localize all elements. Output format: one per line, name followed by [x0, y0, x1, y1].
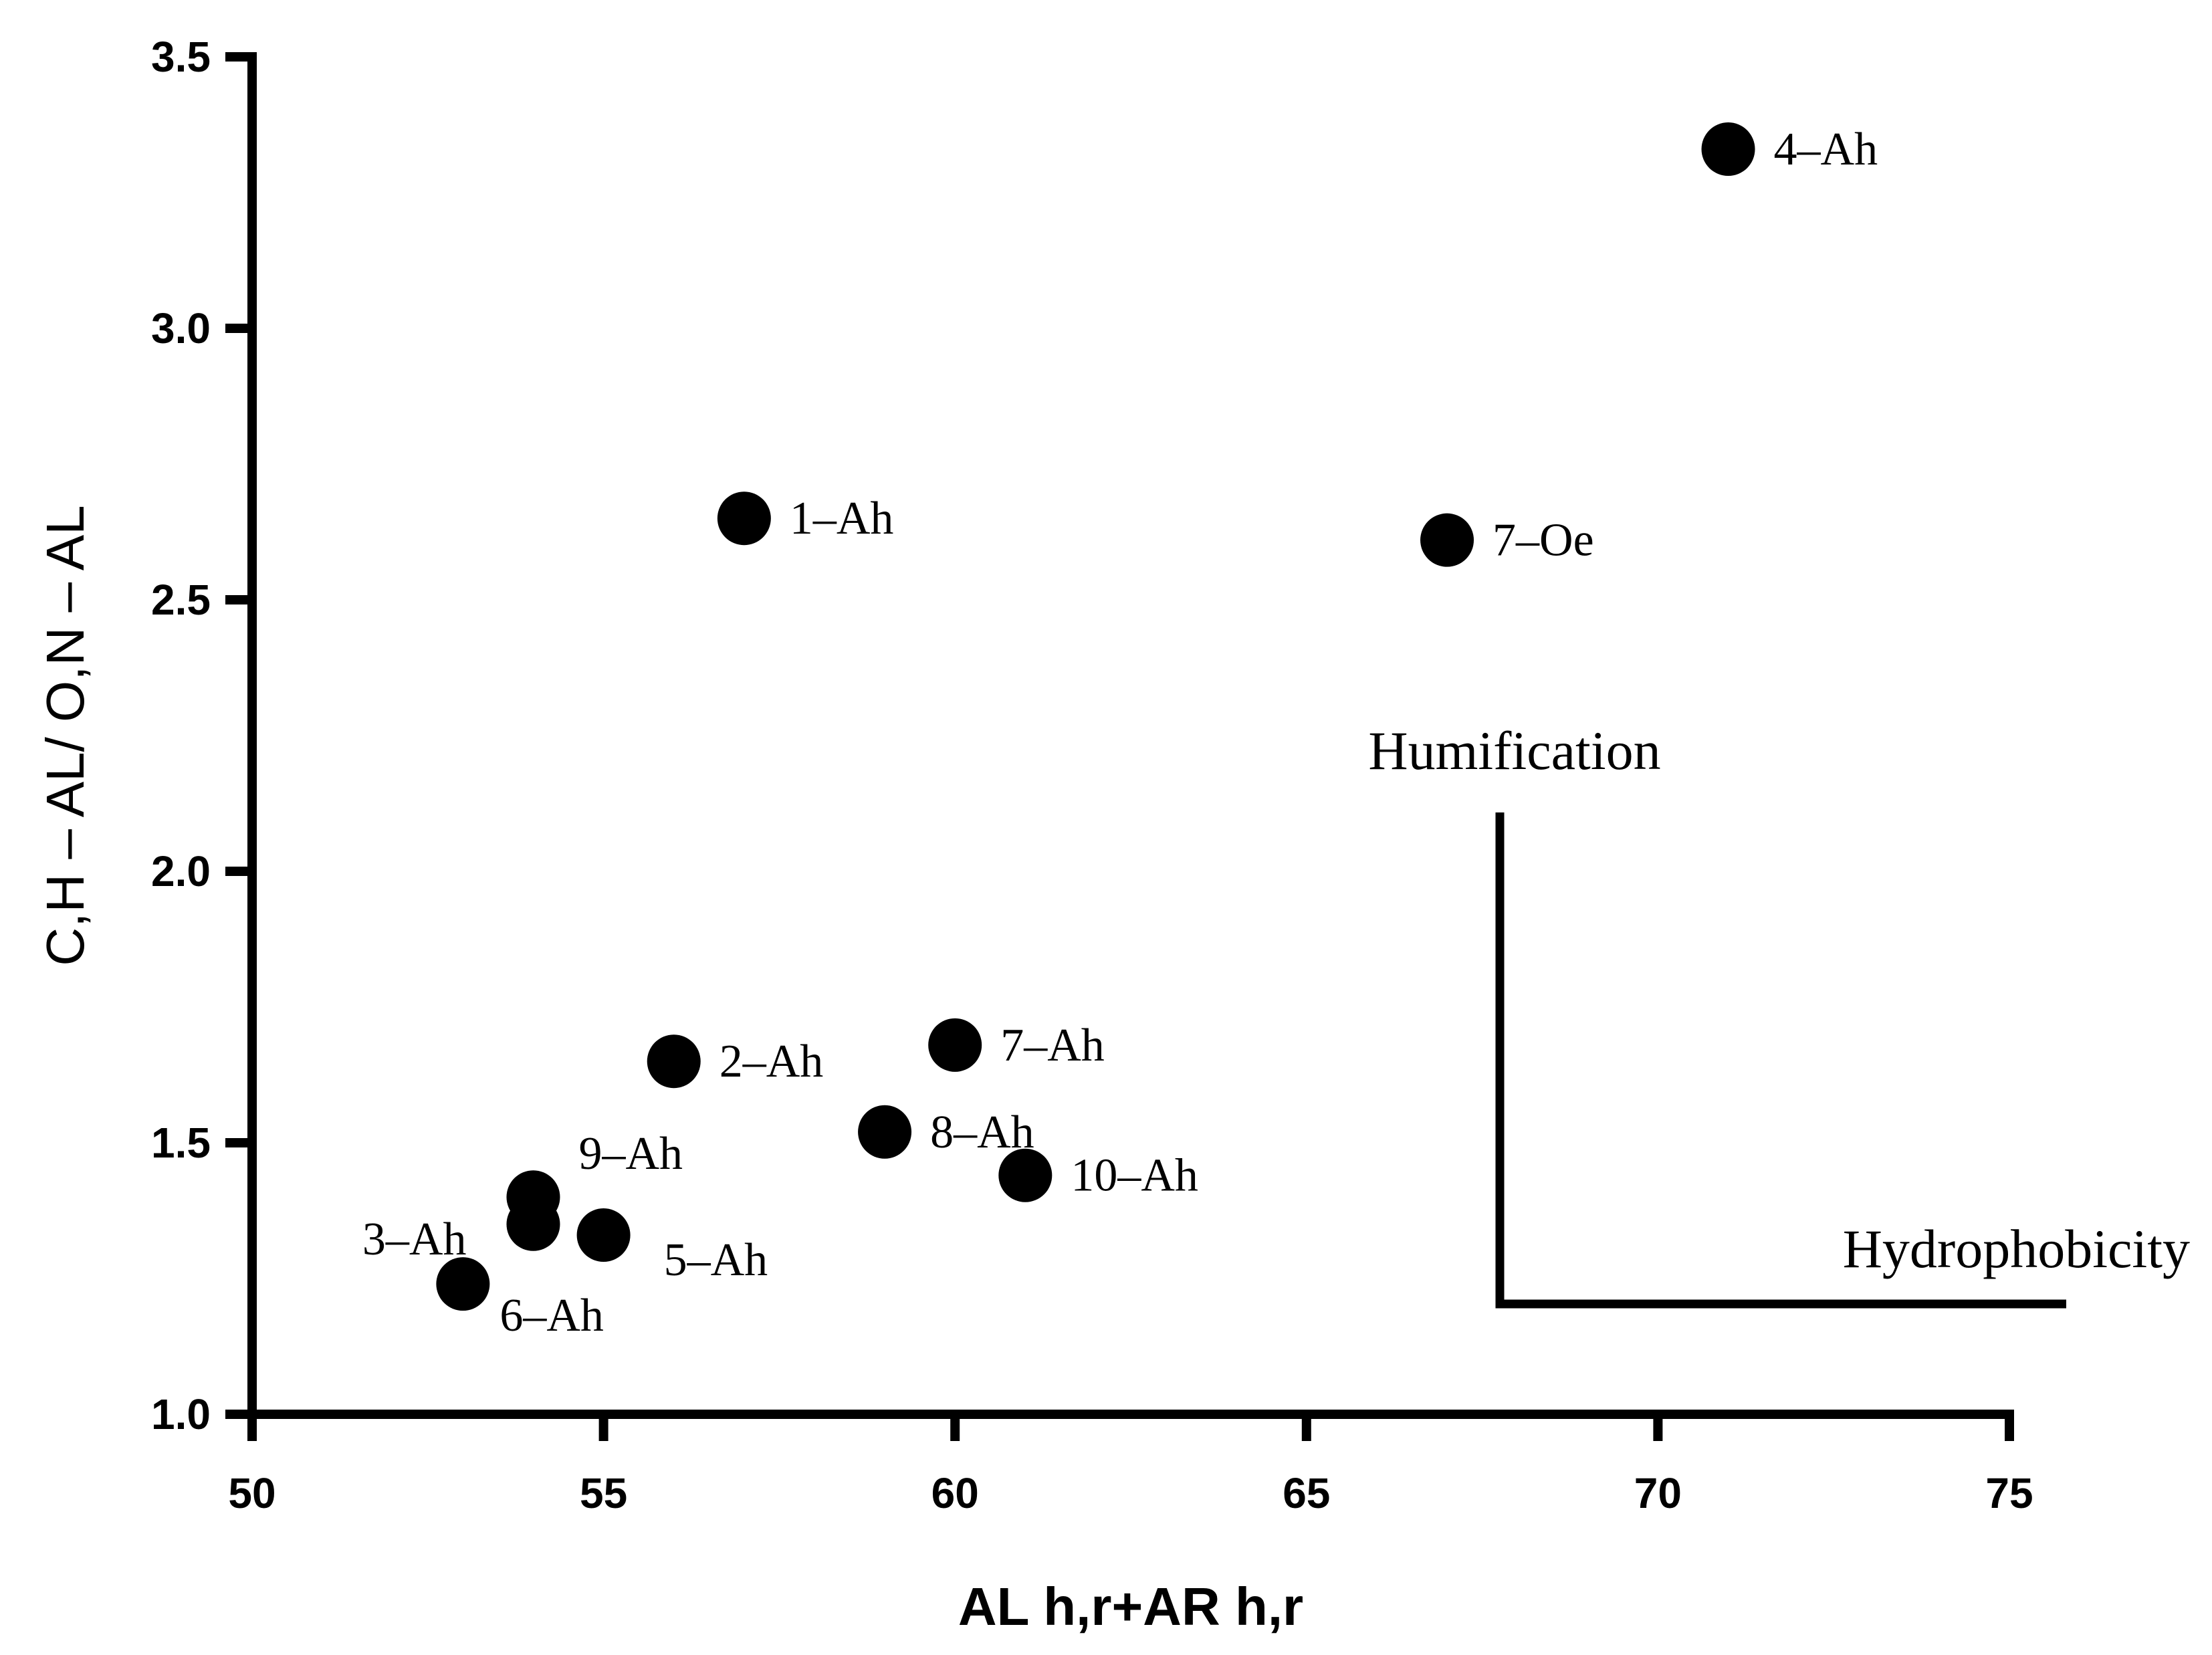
- hydrophobicity-label: Hydrophobicity: [1843, 1218, 2190, 1279]
- y-tick-label: 3.5: [151, 33, 211, 81]
- data-point: [998, 1148, 1053, 1202]
- x-tick-label: 50: [228, 1469, 275, 1517]
- point-label: 8–Ah: [930, 1107, 1034, 1158]
- x-tick-label: 65: [1283, 1469, 1330, 1517]
- data-point: [506, 1170, 560, 1224]
- y-tick-label: 1.5: [151, 1119, 211, 1167]
- data-point: [436, 1257, 490, 1311]
- axes: 50 55 60 65 70 75 1.0 1.5 2.0 2.5 3.0 3.5 AL h,r+AR …: [35, 33, 2033, 1636]
- humification-label: Humification: [1368, 720, 1660, 781]
- point-label: 1–Ah: [790, 493, 894, 544]
- data-point: [1420, 513, 1474, 567]
- data-point: [717, 491, 771, 546]
- x-axis-title: AL h,r+AR h,r: [958, 1577, 1303, 1636]
- point-label: 2–Ah: [720, 1036, 824, 1087]
- point-label: 9–Ah: [578, 1128, 683, 1180]
- point-label: 10–Ah: [1071, 1150, 1198, 1202]
- point-label: 6–Ah: [500, 1290, 604, 1341]
- data-point: [647, 1034, 701, 1089]
- annotation-group: Humification Hydrophobicity: [1368, 720, 2190, 1309]
- y-tick-label: 2.0: [151, 847, 211, 895]
- point-label: 7–Oe: [1492, 515, 1594, 566]
- point-label: 3–Ah: [362, 1214, 467, 1265]
- x-tick-label: 75: [1985, 1469, 2033, 1517]
- data-point: [576, 1208, 631, 1262]
- y-tick-label: 1.0: [151, 1390, 211, 1438]
- annotation-bracket: [1495, 812, 2066, 1309]
- x-tick-label: 60: [931, 1469, 979, 1517]
- y-axis-title: C,H – AL/ O,N – AL: [35, 505, 95, 966]
- data-point: [928, 1018, 982, 1072]
- data-point: [1701, 122, 1755, 177]
- point-label: 4–Ah: [1774, 124, 1878, 175]
- y-tick-label: 2.5: [151, 576, 211, 624]
- point-label: 5–Ah: [664, 1234, 768, 1286]
- data-point: [858, 1105, 912, 1159]
- point-label: 7–Ah: [1000, 1020, 1105, 1071]
- y-tick-label: 3.0: [151, 304, 211, 352]
- x-tick-label: 70: [1634, 1469, 1682, 1517]
- x-tick-label: 55: [580, 1469, 627, 1517]
- data-points: 1–Ah 2–Ah 3–Ah 4–Ah 5–Ah 6–Ah 7–Ah 7–Oe 8–Ah 9–Ah…: [362, 122, 1878, 1341]
